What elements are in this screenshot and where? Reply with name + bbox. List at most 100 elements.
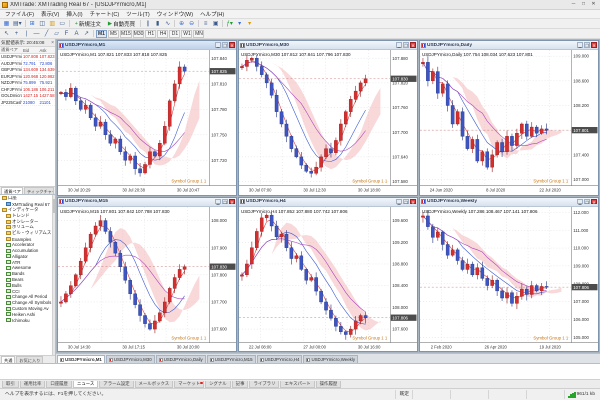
channel-tool[interactable]: ▱ xyxy=(52,29,61,38)
zoom-in-button[interactable]: ⊕ xyxy=(177,19,187,28)
chart-titlebar[interactable]: USDJPYmicro,Weekly ▁ ❐ ✕ xyxy=(420,197,598,207)
market-watch-toggle[interactable]: ⊞ xyxy=(27,19,37,28)
navigator-item[interactable]: Accumulation xyxy=(1,248,55,254)
timeframe-button-M15[interactable]: M15 xyxy=(120,29,132,38)
chart-minimize-button[interactable]: ▁ xyxy=(396,198,402,205)
terminal-tab-ライブラリ[interactable]: ライブラリ xyxy=(249,381,280,388)
terminal-tab-メールボックス[interactable]: メールボックス xyxy=(134,381,174,388)
line-chart-button[interactable]: ∿ xyxy=(163,19,173,28)
navigator-item[interactable]: Custom Moving Av xyxy=(1,306,55,312)
chart-tab-USDJPYmicro,Daily[interactable]: USDJPYmicro,Daily xyxy=(155,355,206,363)
market-watch-tab-ティックチャート[interactable]: ティックチャート xyxy=(24,186,54,194)
timeframe-button-W1[interactable]: W1 xyxy=(181,29,193,38)
crosshair-tool[interactable]: + xyxy=(12,29,21,38)
chart-restore-button[interactable]: ❐ xyxy=(222,42,228,49)
templates-button[interactable]: ▾ xyxy=(245,19,255,28)
navigator-item[interactable]: Bulls xyxy=(1,282,55,288)
bar-chart-button[interactable]: ∥ xyxy=(143,19,153,28)
terminal-tab-シグナル[interactable]: シグナル xyxy=(205,381,231,388)
trendline-tool[interactable]: ╱ xyxy=(42,29,51,38)
chart-titlebar[interactable]: USDJPYmicro,M15 ▁ ❐ ✕ xyxy=(58,197,236,207)
chart-close-button[interactable]: ✕ xyxy=(410,198,416,205)
navigator-item[interactable]: ATR xyxy=(1,259,55,265)
navigator-item[interactable]: Change All Symbols xyxy=(1,300,55,306)
chart-minimize-button[interactable]: ▁ xyxy=(215,42,221,49)
terminal-tab-運用比率[interactable]: 運用比率 xyxy=(19,381,46,388)
navigator-item[interactable]: 口座 xyxy=(1,196,55,202)
chart-restore-button[interactable]: ❐ xyxy=(584,198,590,205)
navigator-item[interactable]: トレンド xyxy=(1,213,55,219)
chart-tab-USDJPYmicro,Weekly[interactable]: USDJPYmicro,Weekly xyxy=(303,355,359,363)
market-watch-tab-通貨ペア[interactable]: 通貨ペア xyxy=(1,186,23,194)
new-chart-button[interactable]: ▦ xyxy=(2,19,11,28)
close-window-button[interactable]: ✕ xyxy=(589,1,598,8)
chart-titlebar[interactable]: USDJPYmicro,M30 ▁ ❐ ✕ xyxy=(239,41,417,50)
chart-titlebar[interactable]: USDJPYmicro,H4 ▁ ❐ ✕ xyxy=(239,197,417,207)
arrow-tool[interactable]: ↗ xyxy=(82,29,91,38)
timeframe-button-M5[interactable]: M5 xyxy=(108,29,119,38)
chart-close-button[interactable]: ✕ xyxy=(229,42,235,49)
horizontal-line-tool[interactable]: — xyxy=(32,29,41,38)
menu-item-ウィンドウ[interactable]: ウィンドウ(W) xyxy=(156,12,194,18)
navigator-scrollbar[interactable] xyxy=(52,194,55,356)
navigator-item[interactable]: Awesome xyxy=(1,265,55,271)
navigator-toggle[interactable]: ▥ xyxy=(47,19,57,28)
navigator-item[interactable]: インディケータ xyxy=(1,207,55,213)
chart-restore-button[interactable]: ❐ xyxy=(584,42,590,49)
navigator-item[interactable]: CCI xyxy=(1,288,55,294)
menu-item-ファイル[interactable]: ファイル(F) xyxy=(5,12,35,18)
chart-canvas[interactable]: 112.000 111.000 110.000 109.000 108.000 107.0… xyxy=(420,206,598,351)
chart-canvas[interactable]: 108.000 107.900 107.800 107.700 107.600 107.8… xyxy=(58,206,236,351)
menu-item-表示[interactable]: 表示(V) xyxy=(41,12,60,18)
terminal-tab-口座履歴[interactable]: 口座履歴 xyxy=(46,381,72,388)
chart-close-button[interactable]: ✕ xyxy=(229,198,235,205)
terminal-tab-操作履歴[interactable]: 操作履歴 xyxy=(315,381,342,388)
navigator-item[interactable]: オシレーター xyxy=(1,219,55,225)
terminal-tab-マーケット[interactable]: マーケット xyxy=(174,381,205,388)
chart-titlebar[interactable]: USDJPYmicro,M1 ▁ ❐ ✕ xyxy=(58,41,236,50)
chart-minimize-button[interactable]: ▁ xyxy=(396,42,402,49)
chart-tab-USDJPYmicro,M1[interactable]: USDJPYmicro,M1 xyxy=(57,355,105,363)
vertical-line-tool[interactable]: | xyxy=(22,29,31,38)
market-watch-row[interactable]: JP225Cash 21080 21101 xyxy=(0,99,55,106)
terminal-tab-取引[interactable]: 取引 xyxy=(2,381,19,388)
chart-tab-USDJPYmicro,H4[interactable]: USDJPYmicro,H4 xyxy=(256,355,303,363)
navigator-item[interactable]: ビル・ウィリアムス xyxy=(1,230,55,236)
navigator-item[interactable]: Change All Period xyxy=(1,294,55,300)
chart-close-button[interactable]: ✕ xyxy=(410,42,416,49)
timeframe-button-D1[interactable]: D1 xyxy=(169,29,181,38)
navigator-item[interactable]: Bands xyxy=(1,271,55,277)
timeframe-button-H1[interactable]: H1 xyxy=(145,29,157,38)
fibonacci-tool[interactable]: F xyxy=(62,29,71,38)
indicators-button[interactable]: ƒ▾ xyxy=(225,19,235,28)
status-profile[interactable]: 既定 xyxy=(396,390,414,399)
minimize-window-button[interactable]: ─ xyxy=(569,1,578,8)
chart-shift-button[interactable]: ▣ xyxy=(211,19,221,28)
menu-item-ヘルプ[interactable]: ヘルプ(H) xyxy=(200,12,225,18)
auto-scroll-button[interactable]: ≡ xyxy=(201,19,211,28)
navigator-item[interactable]: XMTrading Real 67 xyxy=(1,201,55,207)
chart-minimize-button[interactable]: ▁ xyxy=(577,198,583,205)
terminal-tab-記事[interactable]: 記事 xyxy=(231,381,249,388)
navigator-item[interactable]: Bears xyxy=(1,277,55,283)
chart-restore-button[interactable]: ❐ xyxy=(403,42,409,49)
navigator-tab-共通[interactable]: 共通 xyxy=(1,356,16,364)
timeframe-button-M1[interactable]: M1 xyxy=(96,29,107,38)
chart-close-button[interactable]: ✕ xyxy=(591,198,597,205)
market-watch-row[interactable]: GOLDmicro 1427.15 1427.58 xyxy=(0,92,55,100)
menu-item-チャート[interactable]: チャート(C) xyxy=(89,12,120,18)
cursor-tool[interactable]: ↖ xyxy=(2,29,11,38)
chart-canvas[interactable]: 107.840 107.810 107.780 107.750 107.720 107.8… xyxy=(58,50,236,195)
chart-tab-USDJPYmicro,M30[interactable]: USDJPYmicro,M30 xyxy=(105,355,155,363)
text-tool[interactable]: A xyxy=(72,29,81,38)
chart-close-button[interactable]: ✕ xyxy=(591,42,597,49)
navigator-item[interactable]: Alligator xyxy=(1,254,55,260)
chart-tab-USDJPYmicro,M15[interactable]: USDJPYmicro,M15 xyxy=(206,355,256,363)
terminal-tab-エキスパート[interactable]: エキスパート xyxy=(280,381,315,388)
